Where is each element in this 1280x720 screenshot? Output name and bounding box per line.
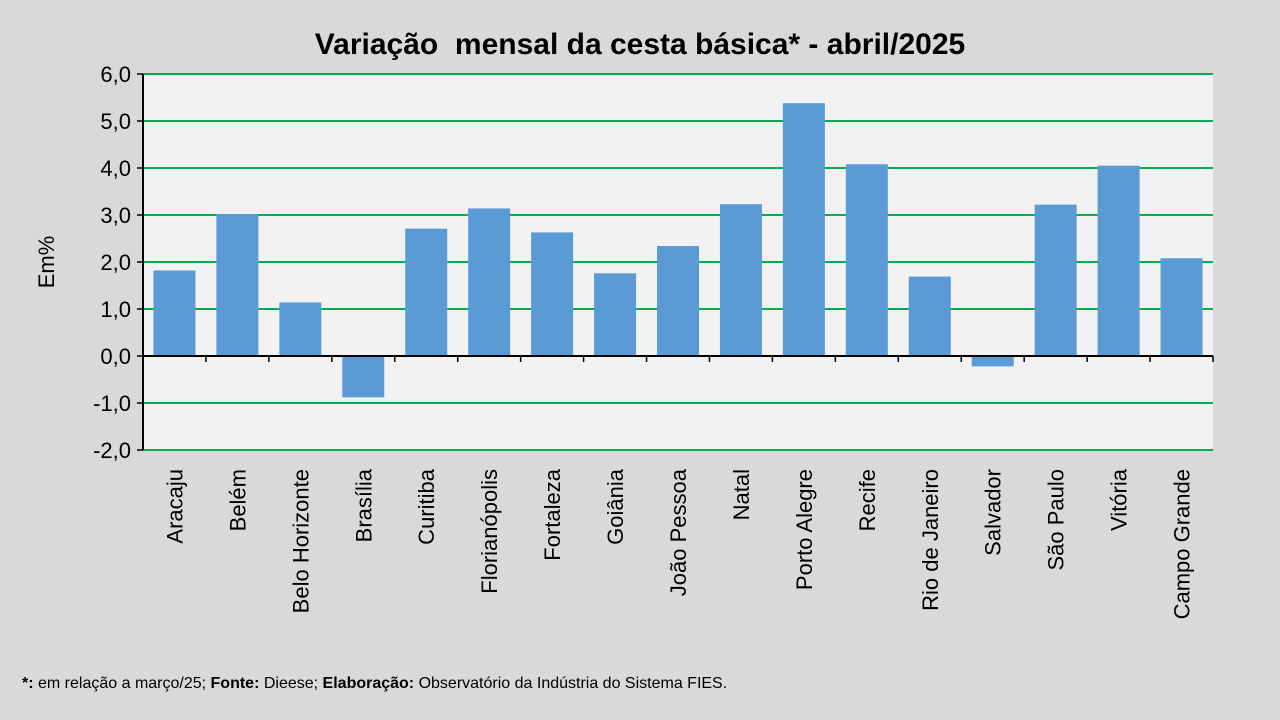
y-tick-label: 0,0 — [100, 344, 131, 369]
bar — [1097, 165, 1140, 356]
x-tick-label: Fortaleza — [540, 468, 565, 560]
y-tick-label: -2,0 — [93, 438, 131, 463]
bar — [971, 356, 1014, 367]
bar — [531, 232, 574, 356]
y-tick-label: 4,0 — [100, 156, 131, 181]
x-tick-label: Porto Alegre — [792, 469, 817, 590]
x-tick-label: Florianópolis — [477, 469, 502, 594]
y-tick-label: 3,0 — [100, 203, 131, 228]
x-tick-label: Brasília — [351, 468, 376, 542]
y-tick-label: 6,0 — [100, 62, 131, 87]
x-tick-label: Campo Grande — [1170, 469, 1195, 619]
chart-title: Variação mensal da cesta básica* - abril… — [315, 28, 965, 61]
bar-series — [153, 103, 1203, 398]
axes — [137, 73, 1214, 451]
bar — [216, 214, 259, 356]
x-tick-label: Aracaju — [162, 469, 187, 544]
x-tick-label: Vitória — [1107, 468, 1132, 531]
footnote-credit-label: Elaboração: — [322, 675, 415, 692]
y-tick-label: 5,0 — [100, 109, 131, 134]
bar — [908, 276, 951, 356]
footnote-star-label: *: — [22, 675, 34, 692]
footnote: *: em relação a março/25; Fonte: Dieese;… — [22, 675, 727, 693]
bar — [657, 246, 699, 356]
footnote-source-label: Fonte: — [210, 675, 260, 692]
x-tick-label: São Paulo — [1044, 469, 1069, 571]
bar — [594, 273, 637, 356]
y-axis-label: Em% — [34, 236, 59, 289]
footnote-credit-text: Observatório da Indústria do Sistema FIE… — [414, 675, 728, 692]
bar — [1160, 258, 1203, 356]
x-tick-label: Recife — [855, 469, 880, 531]
x-tick-label: Belo Horizonte — [288, 469, 313, 613]
bar — [719, 204, 762, 356]
bar — [279, 302, 322, 356]
x-tick-label: Natal — [729, 469, 754, 520]
bar — [1034, 204, 1077, 356]
bar — [342, 356, 385, 398]
bar — [405, 228, 448, 356]
x-tick-label: Curitiba — [414, 468, 439, 545]
bar — [845, 164, 888, 356]
x-tick-label: Goiânia — [603, 468, 628, 545]
y-tick-label: -1,0 — [93, 391, 131, 416]
y-tick-label: 2,0 — [100, 250, 131, 275]
x-tick-label: João Pessoa — [666, 468, 691, 596]
x-tick-label: Salvador — [981, 469, 1006, 556]
y-tick-labels: 6,0 5,0 4,0 3,0 2,0 1,0 0,0 -1,0 -2,0 — [93, 62, 131, 463]
bar — [782, 103, 825, 356]
bar — [153, 270, 196, 356]
bar-chart: Variação mensal da cesta básica* - abril… — [34, 28, 1214, 619]
x-tick-labels: Aracaju Belém Belo Horizonte Brasília Curiti… — [162, 468, 1194, 619]
footnote-star-text: em relação a março/25; — [33, 675, 211, 692]
footnote-source-text: Dieese; — [259, 675, 323, 692]
x-tick-label: Rio de Janeiro — [918, 469, 943, 611]
bar — [468, 208, 511, 356]
y-tick-label: 1,0 — [100, 297, 131, 322]
x-tick-label: Belém — [225, 469, 250, 531]
